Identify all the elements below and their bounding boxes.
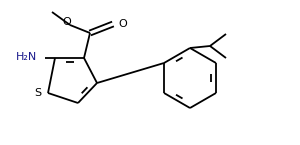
Text: O: O bbox=[63, 17, 71, 27]
Text: O: O bbox=[118, 19, 127, 29]
Text: S: S bbox=[34, 88, 42, 98]
Text: H₂N: H₂N bbox=[16, 52, 37, 62]
